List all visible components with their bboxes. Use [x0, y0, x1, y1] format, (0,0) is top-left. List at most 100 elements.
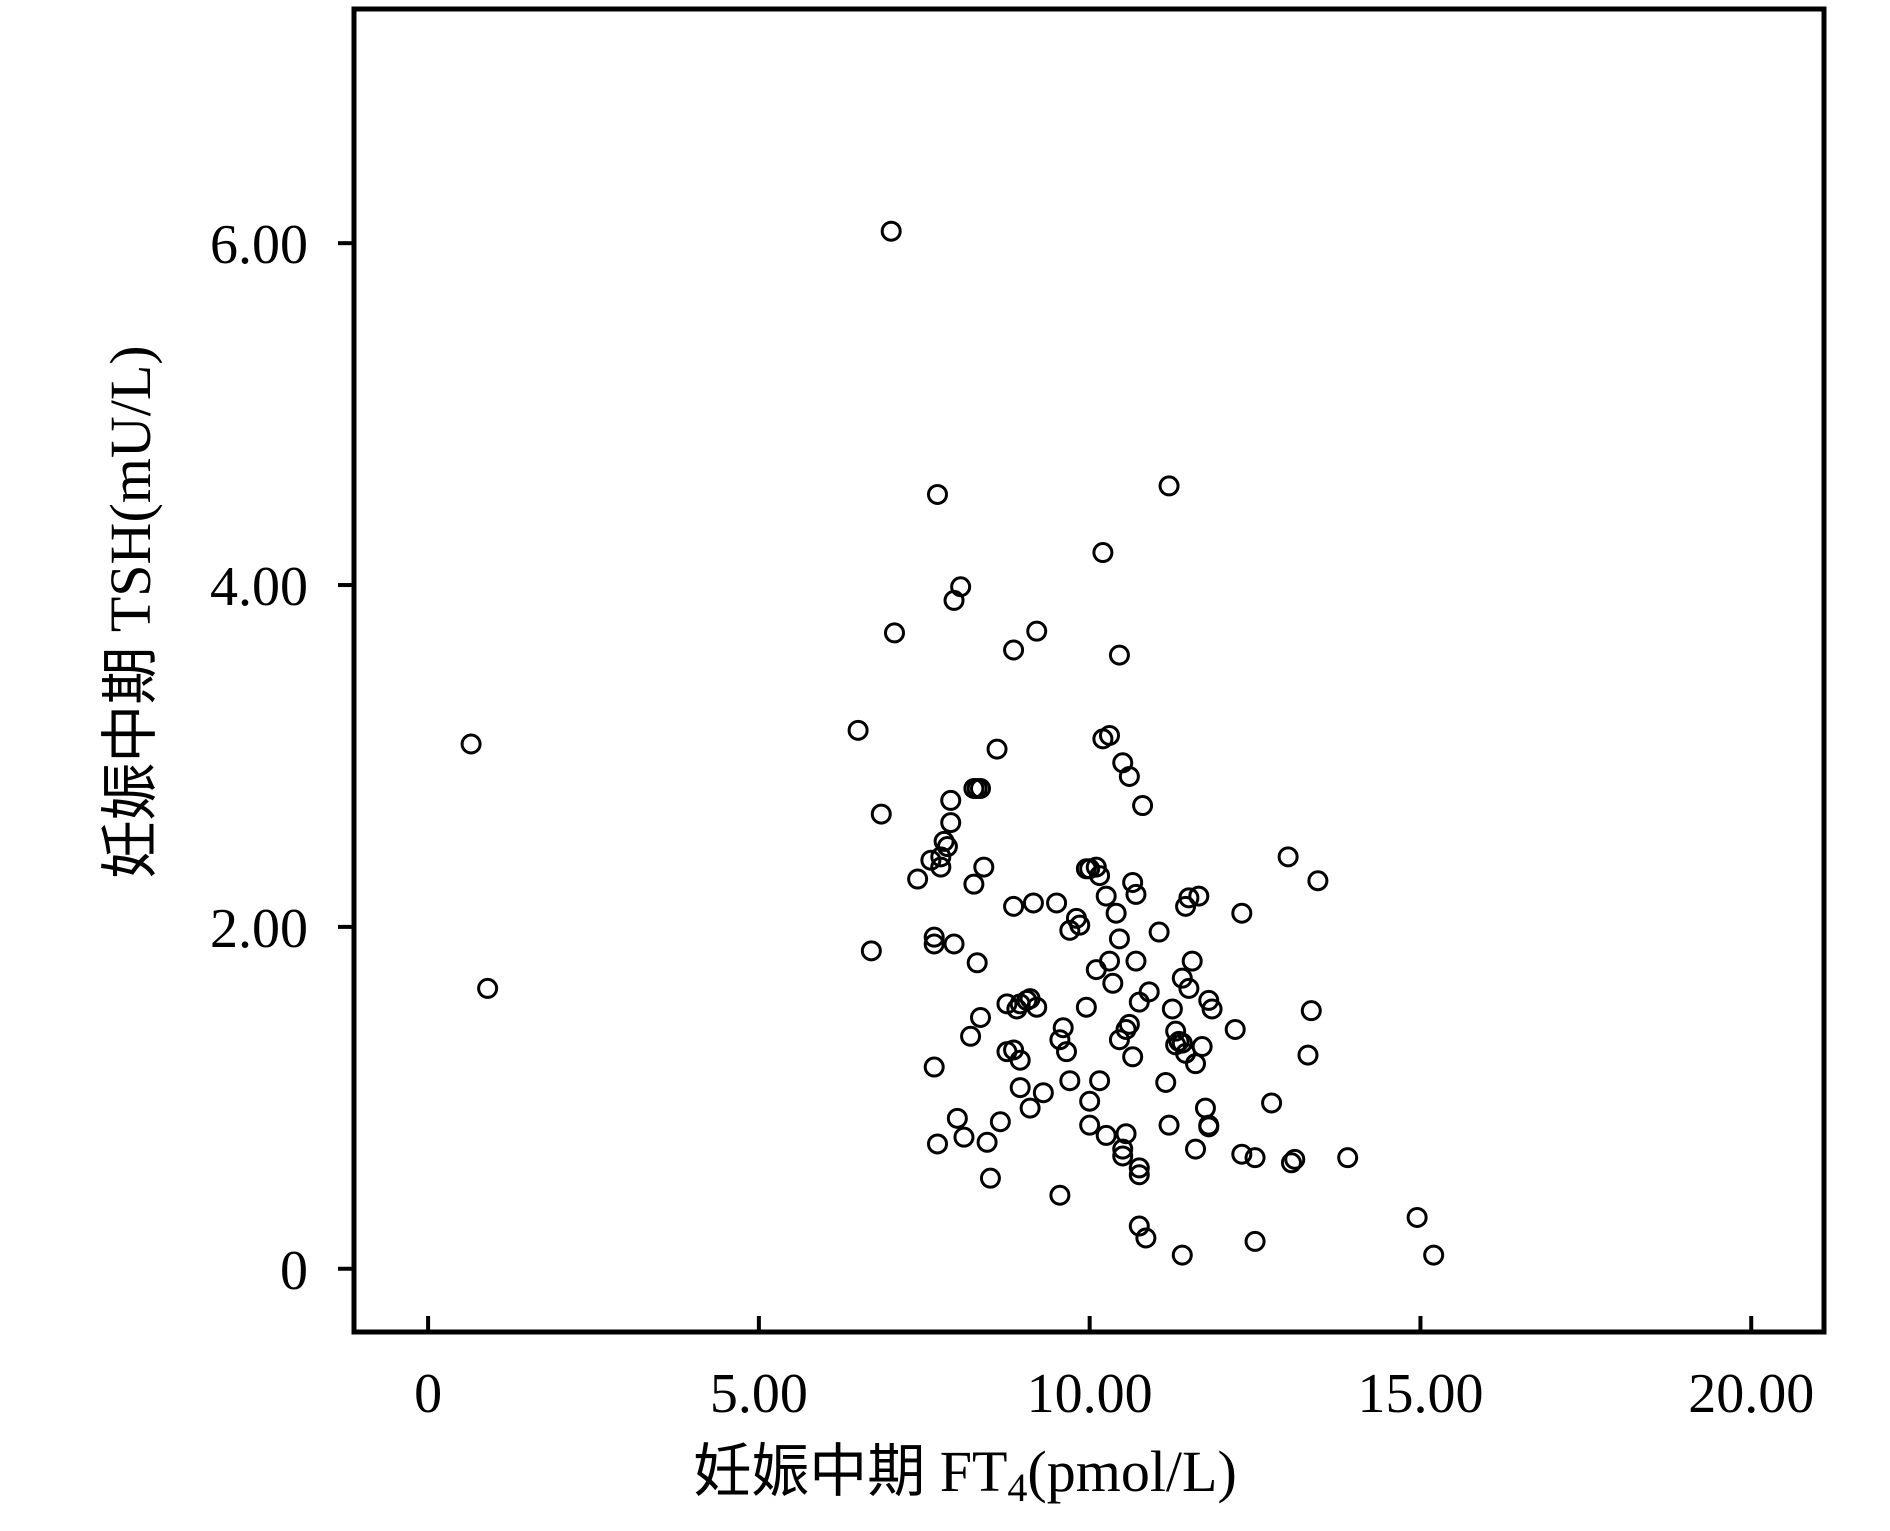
data-point — [930, 856, 952, 878]
data-point — [1231, 1143, 1253, 1165]
data-point — [1300, 1000, 1322, 1022]
data-point — [1158, 475, 1180, 497]
x-tick-label: 20.00 — [1688, 1363, 1814, 1425]
data-point — [936, 836, 958, 858]
data-point — [1095, 1124, 1117, 1146]
data-point — [1052, 1017, 1074, 1039]
data-point — [1099, 724, 1121, 746]
y-tick-label: 4.00 — [210, 556, 308, 618]
x-tick-label: 15.00 — [1357, 1363, 1483, 1425]
data-point — [970, 1006, 992, 1028]
data-point — [1231, 902, 1253, 924]
data-point — [1171, 1244, 1193, 1266]
data-point — [1224, 1018, 1246, 1040]
data-point — [1138, 981, 1160, 1003]
data-point — [976, 1131, 998, 1153]
data-point — [970, 777, 992, 799]
x-axis-title: 妊娠中期 FT4(pmol/L) — [693, 1439, 1237, 1510]
data-point — [1079, 1114, 1101, 1136]
data-point — [1022, 892, 1044, 914]
data-point — [1019, 1097, 1041, 1119]
data-point — [847, 719, 869, 741]
data-point — [1059, 1070, 1081, 1092]
data-point — [923, 926, 945, 948]
data-point — [1284, 1148, 1306, 1170]
x-axis-title-unit: (pmol/L) — [1027, 1439, 1236, 1504]
data-point — [1112, 1145, 1134, 1167]
data-point — [930, 846, 952, 868]
data-point — [1105, 902, 1127, 924]
data-point — [1337, 1147, 1359, 1169]
data-point — [870, 803, 892, 825]
data-point — [1128, 991, 1150, 1013]
data-point — [1194, 1097, 1216, 1119]
data-point — [1277, 846, 1299, 868]
data-point — [1171, 1032, 1193, 1054]
data-point — [1128, 1164, 1150, 1186]
data-point — [1188, 885, 1210, 907]
data-points — [460, 220, 1445, 1266]
data-point — [950, 576, 972, 598]
data-point — [1089, 1070, 1111, 1092]
data-point — [986, 738, 1008, 760]
data-point — [1165, 1020, 1187, 1042]
data-point — [940, 789, 962, 811]
data-point — [1135, 1227, 1157, 1249]
data-point — [1423, 1244, 1445, 1266]
data-point — [1092, 542, 1114, 564]
data-point — [1161, 998, 1183, 1020]
data-point — [1181, 950, 1203, 972]
data-point — [1128, 1215, 1150, 1237]
data-point — [1009, 1077, 1031, 1099]
data-point — [1198, 1114, 1220, 1136]
data-point — [1026, 996, 1048, 1018]
data-point — [1056, 1041, 1078, 1063]
data-point — [1003, 639, 1025, 661]
x-axis-title-main: 妊娠中期 FT — [693, 1439, 1007, 1504]
data-point — [1280, 1152, 1302, 1174]
data-point — [1122, 1046, 1144, 1068]
data-point — [460, 733, 482, 755]
data-point — [1046, 892, 1068, 914]
data-point — [966, 952, 988, 974]
data-point — [963, 873, 985, 895]
data-point — [989, 1111, 1011, 1133]
x-tick-label: 0 — [414, 1363, 442, 1425]
data-point — [1069, 914, 1091, 936]
data-point — [1244, 1147, 1266, 1169]
y-axis-title: 妊娠中期 TSH(mU/L) — [98, 345, 163, 878]
data-point — [1003, 895, 1025, 917]
data-point — [1406, 1206, 1428, 1228]
data-point — [1108, 928, 1130, 950]
data-point — [1185, 1138, 1207, 1160]
data-point — [1115, 1123, 1137, 1145]
data-point — [1009, 1049, 1031, 1071]
y-tick-label: 6.00 — [210, 214, 308, 276]
data-point — [860, 940, 882, 962]
data-point — [1178, 977, 1200, 999]
data-point — [1089, 865, 1111, 887]
data-point — [1171, 967, 1193, 989]
data-point — [1125, 883, 1147, 905]
x-axis-title-subscript: 4 — [1007, 1465, 1027, 1510]
data-point — [1307, 870, 1329, 892]
data-point — [1049, 1184, 1071, 1206]
data-point — [1128, 1157, 1150, 1179]
data-point — [1108, 644, 1130, 666]
data-point — [1079, 1090, 1101, 1112]
data-point — [1099, 950, 1121, 972]
data-point — [1158, 1114, 1180, 1136]
data-point — [1155, 1071, 1177, 1093]
data-point — [960, 1025, 982, 1047]
data-point — [946, 1107, 968, 1129]
data-point — [1297, 1044, 1319, 1066]
data-point — [996, 993, 1018, 1015]
data-point — [1032, 1082, 1054, 1104]
y-tick-label: 2.00 — [210, 898, 308, 960]
data-point — [1191, 1036, 1213, 1058]
data-point — [923, 933, 945, 955]
data-point — [907, 868, 929, 890]
data-point — [953, 1126, 975, 1148]
data-point — [1118, 765, 1140, 787]
data-point — [1178, 887, 1200, 909]
